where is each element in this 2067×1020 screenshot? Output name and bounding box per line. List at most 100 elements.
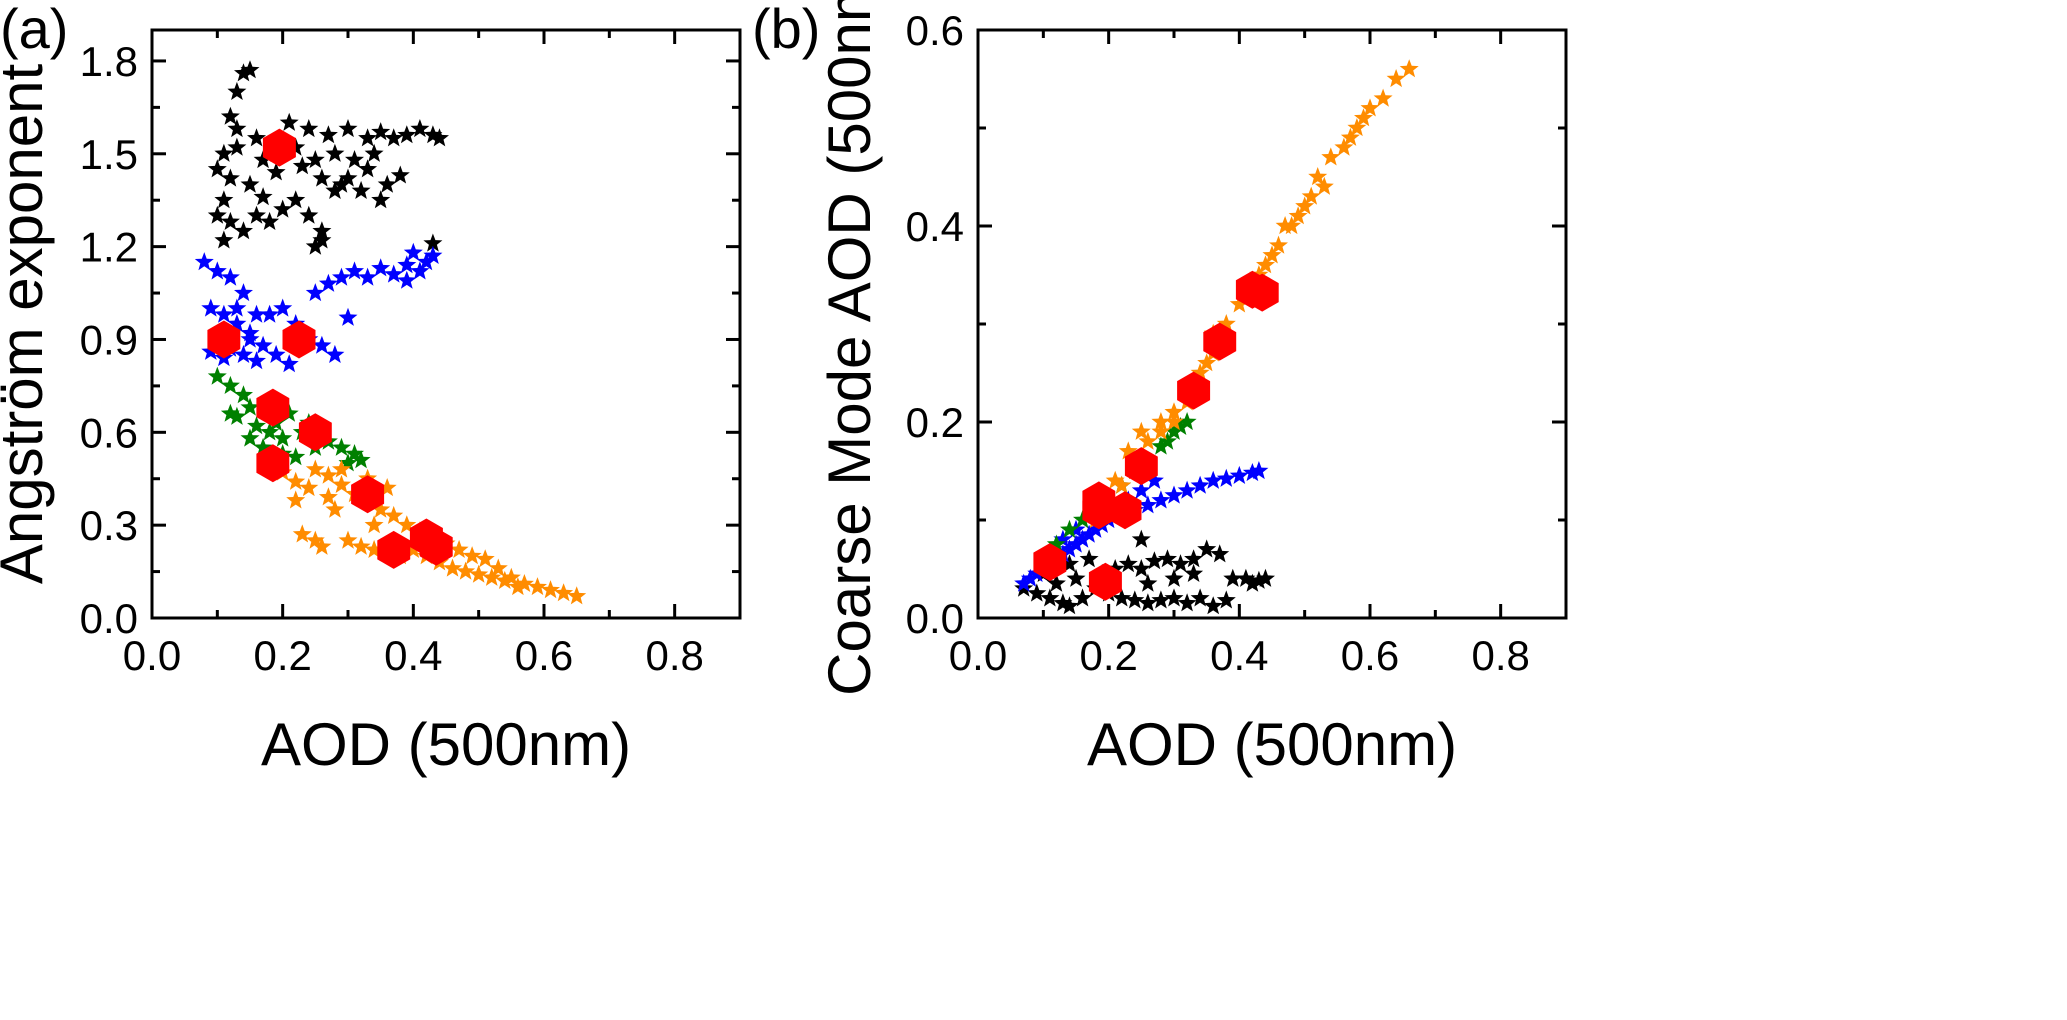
panel-a-star-marker (207, 366, 227, 385)
panel-b-star-marker (1262, 245, 1282, 264)
panel-b-star-marker (1164, 485, 1184, 504)
panel-a-y-tick-label: 0.9 (80, 316, 138, 363)
panel-a-star-marker (397, 125, 417, 144)
panel-a-star-marker (312, 230, 332, 249)
panel-b-star-marker (1347, 118, 1367, 137)
panel-b-star-marker (1249, 570, 1269, 589)
panel-a-x-tick-label: 0.4 (384, 632, 442, 679)
panel-a-hexagon-marker (351, 475, 385, 514)
panel-a-star-marker (423, 245, 443, 264)
panel-b-star-marker (1321, 147, 1341, 166)
panel-b-star-marker (1275, 216, 1295, 235)
panel-b-star-marker (1210, 544, 1230, 563)
panel-b-star-marker (1046, 534, 1066, 553)
panel-b-star-marker (1060, 596, 1079, 615)
panel-a-star-marker (495, 570, 515, 589)
panel-b-hexagon-marker (1203, 322, 1237, 361)
panel-a-y-tick-label: 1.8 (80, 38, 138, 85)
panel-b-star-marker (1256, 568, 1275, 587)
panel-a-star-marker (462, 546, 482, 565)
panel-b-star-marker (1053, 593, 1073, 612)
panel-a-star-marker (397, 515, 417, 534)
panel-b-star-marker (1131, 559, 1151, 578)
panel-a-hexagon-marker (256, 388, 290, 427)
panel-a-star-marker (541, 580, 560, 599)
panel-a-star-marker (567, 586, 587, 605)
panel-b-star-marker (1053, 529, 1073, 548)
panel-b-star-marker (1073, 588, 1092, 607)
panel-a-star-marker (332, 459, 351, 478)
panel-a-star-marker (338, 168, 358, 187)
panel-a-y-axis-title: Angström exponent (0, 64, 55, 585)
panel-b-x-axis-title: AOD (500nm) (1087, 711, 1457, 778)
panel-a-hexagon-marker (262, 128, 296, 167)
panel-b-star-marker (1060, 554, 1079, 573)
panel-b-star-marker (1308, 167, 1328, 186)
panel-b-star-marker (1073, 529, 1092, 548)
panel-a-star-marker (325, 180, 345, 199)
panel-a-star-marker (220, 168, 240, 187)
panel-b-star-marker (1360, 98, 1380, 117)
panel-a-star-marker (332, 437, 351, 456)
panel-b-star-marker (1242, 573, 1262, 592)
panel-a-hexagon-marker (298, 413, 332, 452)
panel-a-star-marker (240, 397, 260, 416)
panel-a-star-marker (338, 453, 358, 472)
panel-b-star-marker (1177, 593, 1197, 612)
panel-b-star-marker (1229, 465, 1249, 484)
panel-b-star-marker (1014, 573, 1034, 592)
panel-b-star-marker (1223, 568, 1243, 587)
panel-a-star-marker (194, 252, 214, 271)
panel-a-star-marker (351, 180, 371, 199)
panel-b-star-marker (1177, 412, 1197, 431)
panel-a-star-marker (397, 270, 417, 289)
panel-b-star-marker (1164, 421, 1184, 440)
panel-b-star-marker (1373, 88, 1393, 107)
panel-a-x-tick-label: 0.2 (253, 632, 311, 679)
panel-a-star-marker (286, 447, 306, 466)
panel-b-star-marker (1066, 568, 1086, 587)
panel-b-star-marker (1249, 265, 1269, 284)
panel-a-star-marker (351, 450, 371, 469)
panel-b-hexagon-marker (1082, 491, 1116, 530)
panel-a-star-marker (207, 159, 227, 178)
panel-a-star-marker (247, 351, 266, 370)
panel-a-star-marker (371, 190, 391, 209)
panel-b-star-marker (1118, 441, 1138, 460)
panel-b-star-marker (1236, 568, 1256, 587)
panel-b-y-tick-label: 0.6 (906, 7, 964, 54)
panel-b-star-marker (1138, 593, 1158, 612)
panel-b-star-marker (1105, 470, 1125, 489)
panel-a-star-marker (514, 574, 534, 592)
panel-a-star-marker (384, 264, 404, 283)
panel-a-star-marker (214, 230, 234, 249)
panel-b-star-marker (1190, 588, 1210, 607)
panel-b-x-tick-label: 0.8 (1471, 632, 1529, 679)
panel-b-star-marker (1151, 590, 1171, 609)
panel-a-star-marker (318, 125, 338, 144)
panel-a-star-marker (220, 106, 240, 125)
panel-a-star-marker (469, 564, 489, 583)
panel-a-star-marker (247, 128, 266, 147)
panel-b-star-marker (1301, 186, 1321, 205)
panel-a-star-marker (207, 261, 227, 280)
panel-a-star-marker (279, 112, 299, 131)
panel-b-star-marker (1060, 539, 1079, 558)
panel-a-star-marker (312, 536, 332, 555)
panel-b-star-marker (1131, 529, 1151, 548)
panel-a-hexagon-marker (256, 444, 290, 483)
panel-b-star-marker (1151, 436, 1171, 455)
panel-a-star-marker (220, 267, 240, 286)
panel-b-star-marker (1229, 294, 1249, 313)
panel-b-star-marker (1105, 559, 1125, 578)
panel-a-star-marker (260, 211, 280, 230)
panel-a-ticks: 0.0 0.2 0.4 0.6 0.8 0.0 0.3 0.6 0.9 1.2 1.5 1.8 (80, 30, 742, 679)
panel-a-star-marker (410, 261, 430, 280)
panel-a-star-marker (377, 478, 397, 497)
panel-b-star-marker (1197, 539, 1217, 558)
panel-a-star-marker (364, 143, 384, 162)
panel-a-star-marker (234, 283, 253, 302)
panel-a-star-marker (227, 314, 247, 333)
panel-b-star-marker (1060, 519, 1079, 538)
panel-b-star-marker (1354, 108, 1373, 127)
